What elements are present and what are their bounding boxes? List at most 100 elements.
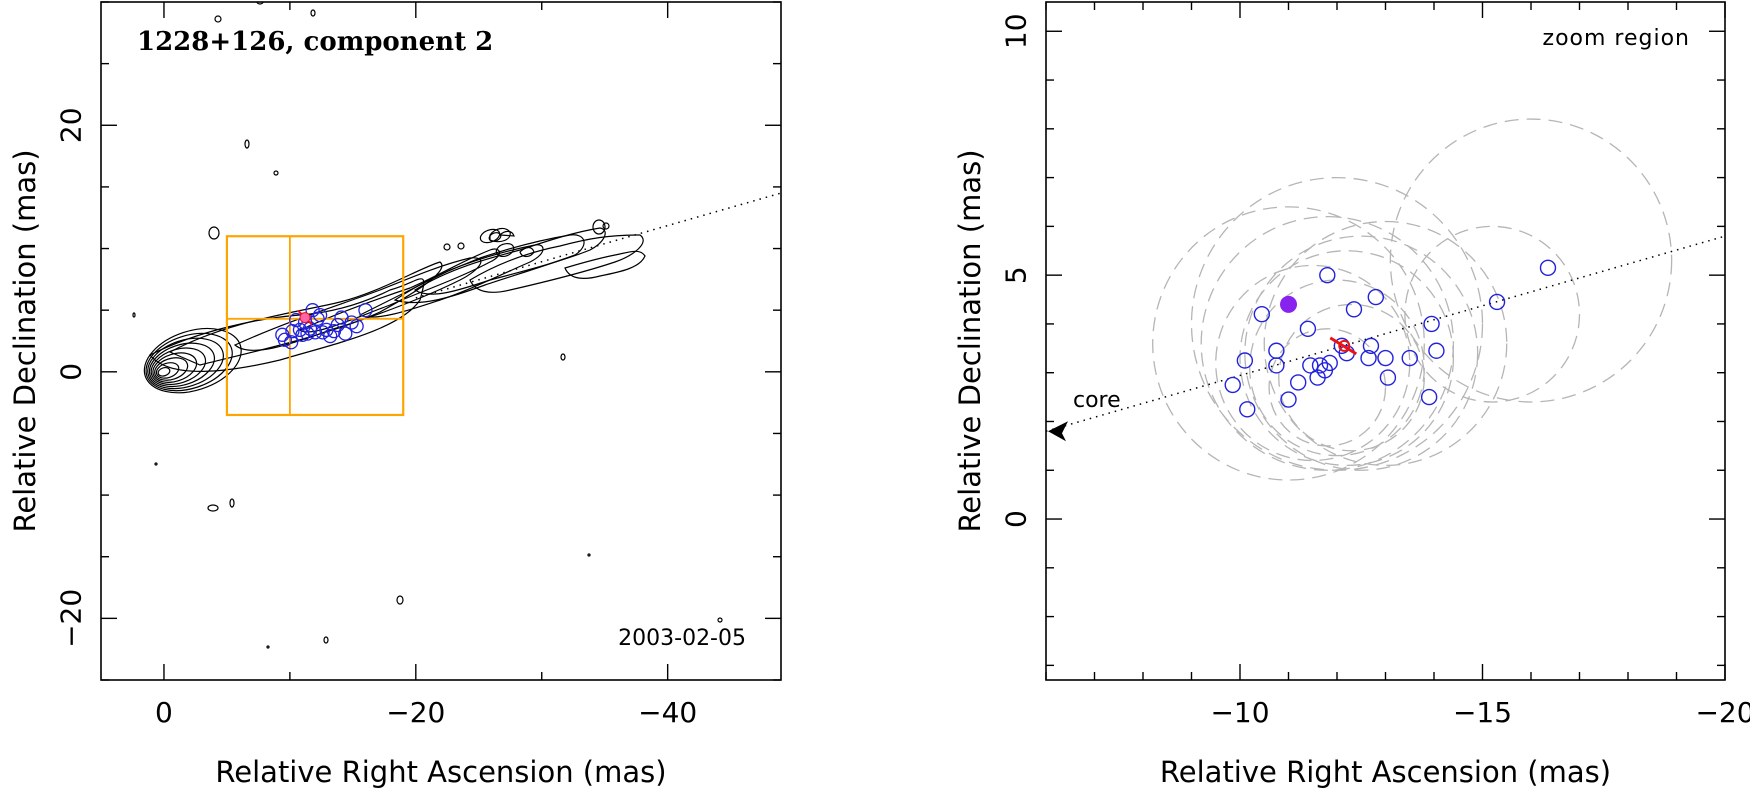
component-point xyxy=(1345,301,1363,318)
component-point xyxy=(1253,305,1271,323)
component-marker xyxy=(349,319,364,334)
component-point xyxy=(1299,320,1317,338)
red-marker xyxy=(1329,336,1358,356)
contour-jet xyxy=(233,257,482,351)
highlight-point xyxy=(1280,295,1297,313)
date-label: 2003-02-05 xyxy=(618,626,746,651)
component-marker xyxy=(310,311,325,326)
component-marker xyxy=(307,325,323,340)
x-tick-label: −20 xyxy=(386,696,445,729)
contour-blob xyxy=(443,243,451,251)
contour-core xyxy=(154,357,189,381)
component-point xyxy=(1360,349,1377,367)
contour-core xyxy=(147,337,224,390)
plot-frame xyxy=(1045,1,1726,681)
component-marker xyxy=(305,303,320,318)
x-tick-label: −40 xyxy=(638,696,697,729)
contour-lines xyxy=(132,2,723,649)
y-tick-label: 10 xyxy=(1000,13,1033,49)
contour-noise xyxy=(208,226,220,240)
component-point xyxy=(1539,259,1557,277)
uncertainty-circle xyxy=(1268,328,1387,447)
left-contour-panel: 0 −20 −40 −20 0 20 Relative Right Ascension (m… xyxy=(8,1,782,789)
contour-noise xyxy=(214,15,222,23)
y-axis-label: Relative Declination (mas) xyxy=(953,149,987,532)
plot-frame xyxy=(100,1,782,681)
uncertainty-circle xyxy=(1200,215,1455,471)
component-point xyxy=(1289,374,1307,391)
core-arrow xyxy=(1048,421,1068,442)
component-marker xyxy=(344,315,359,330)
contour-jet xyxy=(564,250,646,279)
component-point xyxy=(1423,315,1440,333)
contour-noise xyxy=(323,636,329,644)
contour-jet xyxy=(519,246,535,258)
component-point xyxy=(1401,349,1418,367)
contour-noise xyxy=(396,595,404,605)
zoom-box xyxy=(225,235,405,417)
contour-jet xyxy=(413,227,606,295)
contour-core xyxy=(145,332,233,392)
component-point xyxy=(1379,369,1397,386)
component-marker xyxy=(323,328,338,344)
panel-title: 1228+126, component 2 xyxy=(137,27,493,57)
y-tick-label: 5 xyxy=(1000,266,1033,284)
y-tick-label: −20 xyxy=(55,589,88,648)
component-point xyxy=(1428,342,1445,359)
contour-jet xyxy=(168,261,443,366)
contour-core xyxy=(155,362,180,379)
uncertainty-circle xyxy=(1278,303,1425,452)
component-marker xyxy=(283,335,299,350)
component-point xyxy=(1224,376,1241,394)
contour-noise xyxy=(256,2,264,5)
component-marker xyxy=(358,303,373,318)
contour-noise xyxy=(560,353,566,361)
x-axis-label: Relative Right Ascension (mas) xyxy=(1160,755,1611,789)
jet-axis-line xyxy=(415,192,781,299)
x-axis-label: Relative Right Ascension (mas) xyxy=(215,755,666,789)
x-tick-label: −10 xyxy=(1210,696,1269,729)
component-point xyxy=(1367,288,1385,306)
component-point xyxy=(1362,337,1380,355)
component-point xyxy=(1236,352,1254,369)
uncertainty-circle xyxy=(1239,250,1455,467)
plot-area xyxy=(132,2,781,649)
uncertainty-circle xyxy=(1152,206,1425,481)
component-point xyxy=(1321,354,1338,372)
uncertainty-circle xyxy=(1244,235,1479,471)
y-tick-label: 0 xyxy=(1000,510,1033,528)
panel-title: zoom region xyxy=(1543,26,1690,51)
component-marker xyxy=(330,317,345,333)
contour-noise xyxy=(587,553,591,557)
x-tick-label: 0 xyxy=(155,696,173,729)
contour-noise xyxy=(266,645,270,649)
x-tick-label: −15 xyxy=(1453,696,1512,729)
y-tick-label: 20 xyxy=(55,107,88,143)
component-marker xyxy=(312,307,328,323)
component-point xyxy=(1268,357,1285,374)
contour-jet xyxy=(149,278,425,372)
component-marker xyxy=(275,327,290,342)
contour-noise xyxy=(273,170,279,176)
y-axis-label: Relative Declination (mas) xyxy=(8,149,42,532)
contour-blob xyxy=(495,242,515,258)
y-tick-label: 0 xyxy=(55,363,88,381)
component-point xyxy=(1420,388,1438,406)
contour-core xyxy=(148,342,216,388)
uncertainty-circle xyxy=(1263,220,1508,467)
contour-jet xyxy=(498,230,515,237)
contour-core xyxy=(152,352,198,383)
plot-area xyxy=(1046,118,1725,481)
component-point xyxy=(1280,391,1297,408)
contour-noise xyxy=(132,312,136,318)
component-marker xyxy=(315,325,330,340)
core-label: core xyxy=(1073,388,1121,413)
contour-core xyxy=(157,366,171,377)
component-point xyxy=(1377,349,1394,367)
uncertainty-circle xyxy=(1389,118,1673,403)
component-point xyxy=(1319,266,1336,284)
contour-blob xyxy=(457,242,465,250)
component-point xyxy=(1302,357,1319,374)
contour-blob xyxy=(602,222,610,230)
